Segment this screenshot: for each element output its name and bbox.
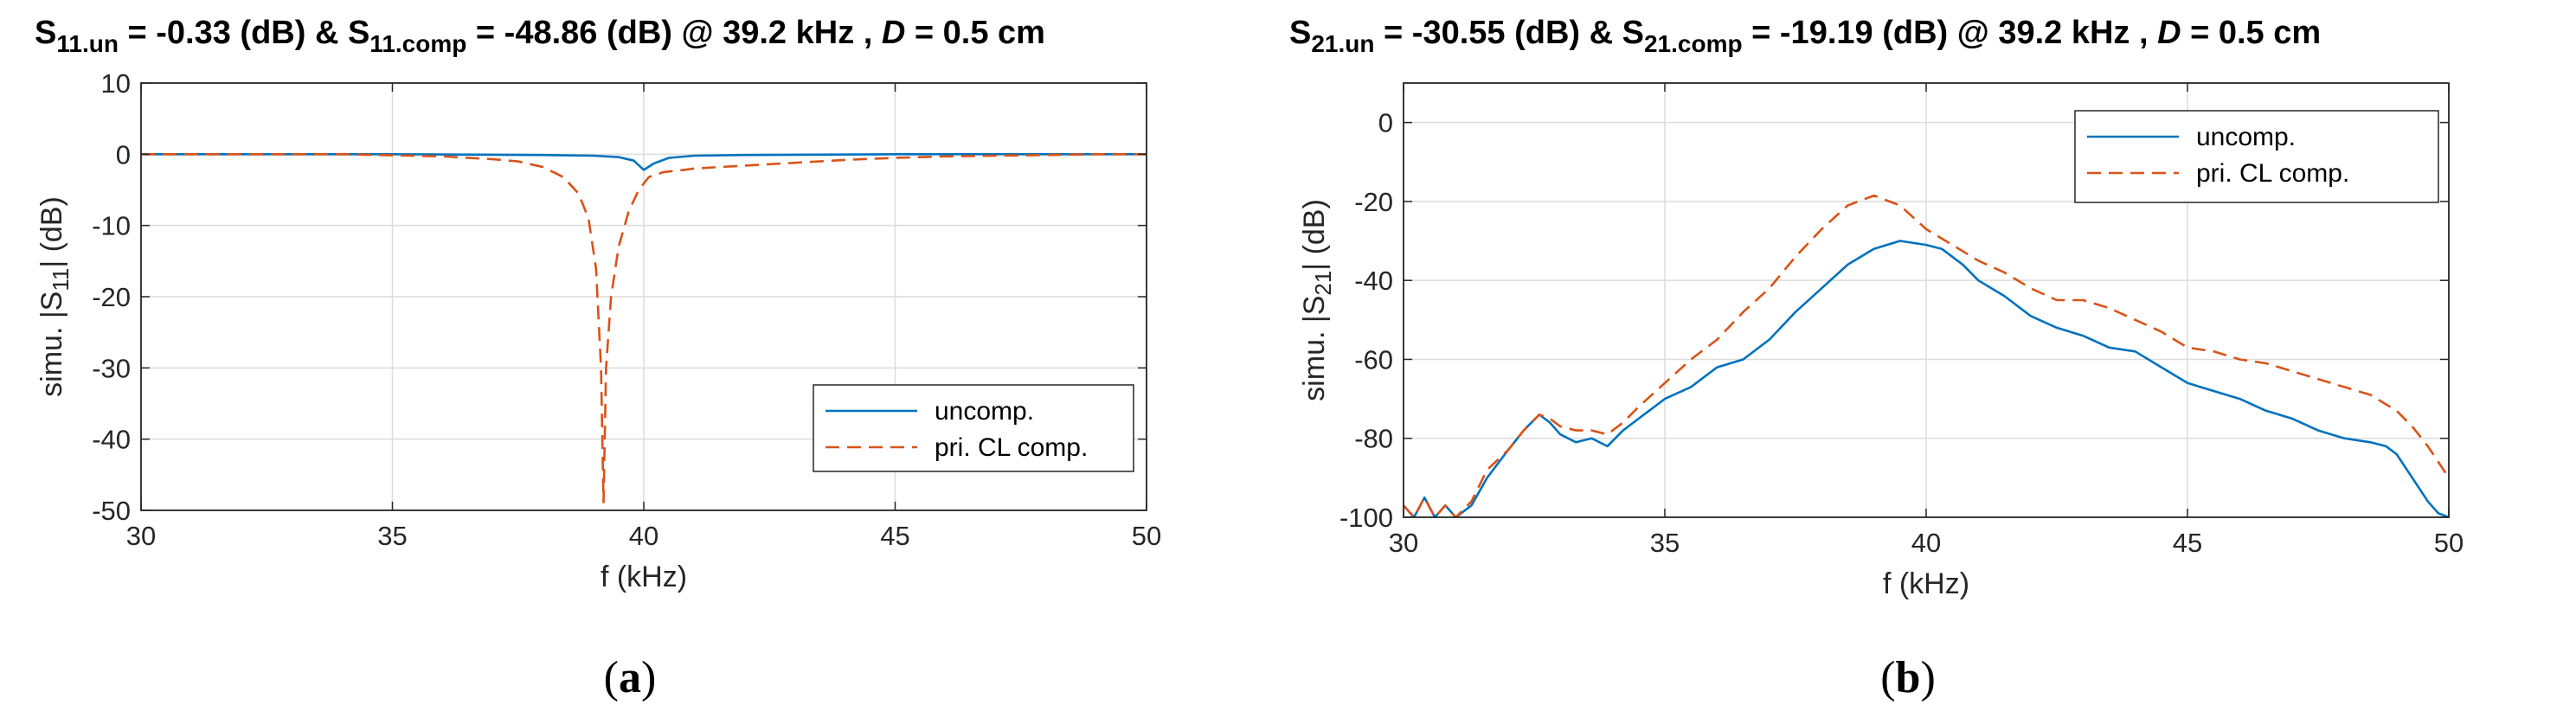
series-line-pri-cl-comp <box>1404 194 2449 517</box>
panel-label-paren: ) <box>1920 653 1935 702</box>
series-line-uncomp <box>141 153 1147 171</box>
panel-label-letter: b <box>1896 653 1921 702</box>
y-axis-label-text: | (dB) <box>35 196 68 268</box>
y-tick-label: -40 <box>1354 266 1393 296</box>
y-tick-label: -60 <box>1354 344 1393 375</box>
y-axis-label-text: simu. |S <box>35 292 68 397</box>
y-tick-label: 0 <box>116 139 131 170</box>
title-text: S <box>35 15 56 51</box>
panel-label-paren: ( <box>604 653 619 702</box>
x-tick-label: 40 <box>1911 528 1941 558</box>
x-tick-label: 30 <box>126 521 156 551</box>
title-text: = -19.19 (dB) @ 39.2 kHz , <box>1743 15 2158 51</box>
chart-title: S11.un = -0.33 (dB) & S11.comp = -48.86 … <box>35 15 1045 57</box>
y-tick-label: 0 <box>1378 108 1393 138</box>
panel-label: (a) <box>604 653 657 702</box>
x-axis-label: f (kHz) <box>1883 567 1969 600</box>
title-text: = -0.33 (dB) & S <box>119 15 369 51</box>
title-text: = 0.5 cm <box>905 15 1045 51</box>
y-tick-label: -10 <box>92 211 131 241</box>
y-tick-label: -100 <box>1339 503 1393 533</box>
legend: uncomp. pri. CL comp. <box>813 384 1134 472</box>
title-text: = -48.86 (dB) @ 39.2 kHz , <box>466 15 882 51</box>
panel-label: (b) <box>1880 653 1936 702</box>
title-subscript: 21.comp <box>1644 30 1743 57</box>
legend-label-uncomp: uncomp. <box>935 397 1034 426</box>
y-tick-label: -40 <box>92 425 131 455</box>
legend-box <box>2074 110 2439 203</box>
panel-label-letter: a <box>619 653 641 702</box>
chart-title: S21.un = -30.55 (dB) & S21.comp = -19.19… <box>1289 15 2321 57</box>
chart-panel-b: 30 35 40 45 50 -100 -80 -60 -40 -20 0 f (kHz) simu. … <box>1289 15 2464 702</box>
y-tick-label: 10 <box>101 68 131 99</box>
title-subscript: 11.comp <box>369 30 466 57</box>
legend: uncomp. pri. CL comp. <box>2074 110 2439 203</box>
x-tick-label: 45 <box>2173 528 2202 558</box>
y-tick-label: -80 <box>1354 424 1393 454</box>
legend-label-pri-cl-comp: pri. CL comp. <box>935 433 1088 462</box>
title-text: S <box>1289 15 1311 51</box>
y-tick-label: -20 <box>1354 187 1393 217</box>
legend-label-pri-cl-comp: pri. CL comp. <box>2196 159 2349 188</box>
title-text: = 0.5 cm <box>2181 15 2322 51</box>
x-tick-label: 35 <box>377 521 407 551</box>
title-italic-d: D <box>882 15 905 51</box>
legend-label-uncomp: uncomp. <box>2196 123 2296 151</box>
title-text: = -30.55 (dB) & S <box>1375 15 1644 51</box>
x-tick-label: 40 <box>629 521 658 551</box>
y-tick-label: -30 <box>92 353 131 383</box>
x-tick-label: 35 <box>1650 528 1680 558</box>
x-tick-label: 30 <box>1389 528 1418 558</box>
title-subscript: 21.un <box>1311 30 1374 57</box>
y-axis-label-subscript: 21 <box>1310 271 1336 296</box>
y-axis-label: simu. |S21| (dB) <box>1298 199 1336 401</box>
chart-panel-a: 30 35 40 45 50 -50 -40 -30 -20 -10 0 10 f (kHz) simu.… <box>35 15 1161 702</box>
x-tick-label: 50 <box>2434 528 2464 558</box>
title-italic-d: D <box>2157 15 2181 51</box>
y-tick-label: -50 <box>92 496 131 526</box>
series-line-pri-cl-comp <box>141 153 1147 503</box>
y-axis-label: simu. |S11| (dB) <box>35 196 74 397</box>
y-axis-label-text: | (dB) <box>1298 199 1331 271</box>
x-tick-label: 50 <box>1132 521 1161 551</box>
y-axis-label-subscript: 11 <box>48 268 74 292</box>
panel-label-paren: ( <box>1880 653 1895 702</box>
x-axis-label: f (kHz) <box>601 561 687 593</box>
y-axis-label-text: simu. |S <box>1298 296 1331 401</box>
x-tick-label: 45 <box>880 521 909 551</box>
y-tick-label: -20 <box>92 282 131 312</box>
legend-box <box>813 384 1134 472</box>
panel-label-paren: ) <box>641 653 656 702</box>
title-subscript: 11.un <box>56 30 119 57</box>
